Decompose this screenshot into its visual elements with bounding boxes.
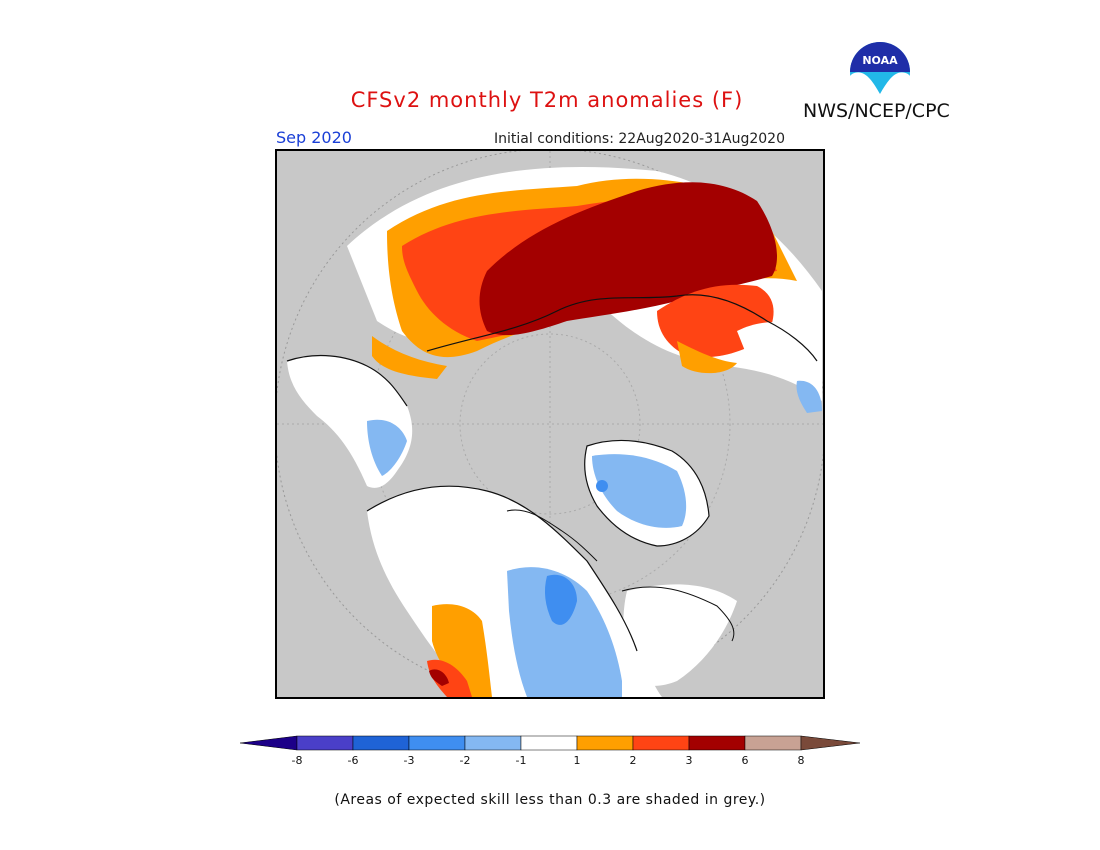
agency-label: NWS/NCEP/CPC bbox=[803, 100, 950, 122]
anomaly-region-canada-blue bbox=[507, 567, 622, 697]
colorbar-bin bbox=[688, 735, 746, 751]
valid-month-label: Sep 2020 bbox=[276, 128, 352, 147]
initial-conditions-label: Initial conditions: 22Aug2020-31Aug2020 bbox=[494, 131, 785, 147]
colorbar-bin bbox=[632, 735, 690, 751]
anomaly-region-right-white bbox=[623, 584, 737, 686]
anomaly-region-greenland-blue bbox=[592, 454, 687, 528]
anomaly-region-canada-darkblue bbox=[544, 574, 577, 625]
colorbar-bin bbox=[576, 735, 634, 751]
colorbar-tick: 2 bbox=[629, 754, 637, 767]
noaa-logo-text: NOAA bbox=[862, 54, 898, 67]
noaa-logo-icon: NOAA bbox=[850, 42, 910, 104]
colorbar-tick: 6 bbox=[741, 754, 749, 767]
colorbar-tick: -1 bbox=[515, 754, 527, 767]
latitude-circle-75 bbox=[459, 333, 641, 515]
coastline bbox=[426, 294, 818, 362]
anomaly-region-us-orange bbox=[432, 604, 492, 697]
colorbar-tick: -8 bbox=[291, 754, 303, 767]
anomaly-region-us-darkred bbox=[429, 669, 449, 686]
map-panel bbox=[275, 149, 825, 699]
coastline bbox=[584, 439, 710, 547]
colorbar-bin bbox=[520, 735, 578, 751]
colorbar-tick: -2 bbox=[459, 754, 471, 767]
colorbar-tick: 3 bbox=[685, 754, 693, 767]
anomaly-region-europe-blue bbox=[796, 380, 822, 413]
anomaly-region-europe-white bbox=[737, 322, 817, 381]
anomaly-region-bering-orange bbox=[372, 336, 447, 379]
polar-map bbox=[277, 151, 823, 697]
colorbar-bin bbox=[408, 735, 466, 751]
colorbar bbox=[240, 735, 860, 751]
footnote: (Areas of expected skill less than 0.3 a… bbox=[334, 792, 766, 808]
colorbar-tick: 8 bbox=[797, 754, 805, 767]
colorbar-ticks: -8 -6 -3 -2 -1 1 2 3 6 8 bbox=[0, 754, 1100, 770]
anomaly-region-greenland-darkblue bbox=[596, 480, 608, 492]
colorbar-arrow-right bbox=[800, 735, 860, 751]
colorbar-bin bbox=[296, 735, 354, 751]
colorbar-arrow-left bbox=[240, 735, 298, 751]
anomaly-region-us-red bbox=[427, 659, 472, 697]
coastline bbox=[621, 586, 735, 642]
anomaly-region-darkred bbox=[479, 182, 777, 336]
colorbar-bin bbox=[352, 735, 410, 751]
anomaly-region-europe-orange bbox=[677, 341, 737, 374]
colorbar-bin bbox=[744, 735, 802, 751]
anomaly-region-alaska-white bbox=[287, 355, 413, 488]
chart-title: CFSv2 monthly T2m anomalies (F) bbox=[350, 88, 744, 112]
colorbar-tick: 1 bbox=[573, 754, 581, 767]
colorbar-tick: -6 bbox=[347, 754, 359, 767]
colorbar-tick: -3 bbox=[403, 754, 415, 767]
coastline bbox=[286, 354, 408, 407]
coastline bbox=[506, 509, 598, 562]
anomaly-region-alaska-blue bbox=[367, 419, 407, 476]
colorbar-bin bbox=[464, 735, 522, 751]
